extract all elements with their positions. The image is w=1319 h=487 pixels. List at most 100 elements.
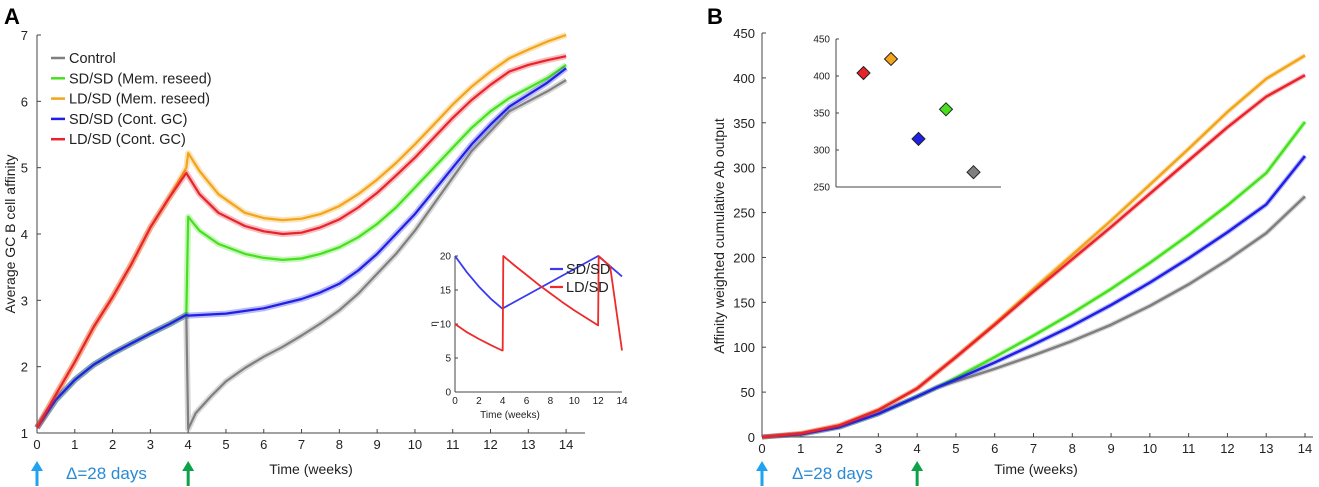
panel-b-y-tick-label: 150: [733, 295, 755, 310]
panel-a-inset-x-tick-label: 4: [500, 396, 506, 407]
inset-marker-sd-sd-mem-reseed: [938, 102, 954, 117]
series-line-ld-sd-cont-gc: [36, 55, 567, 429]
panel-a-x-tick-label: 9: [374, 437, 381, 452]
panel-b-inset-markers: [856, 51, 981, 180]
panel-b-inset-y-tick-label: 350: [813, 109, 830, 120]
panel-a-x-tick-label: 6: [260, 437, 267, 452]
panel-a-inset-x-tick-label: 10: [569, 396, 581, 407]
panel-b-x-tick-label: 4: [914, 441, 921, 456]
panel-a-start-arrow-head: [31, 461, 43, 471]
panel-b-x-tick-label: 7: [1030, 441, 1037, 456]
panel-b-x-tick-label: 11: [1182, 441, 1196, 456]
panel-a-letter: A: [4, 4, 20, 29]
panel-a-x-tick-label: 10: [408, 437, 422, 452]
panel-a-inset-y-tick-label: 20: [440, 252, 452, 263]
legend-label-control: Control: [69, 51, 116, 67]
panel-b-x-tick-label: 8: [1069, 441, 1076, 456]
panel-a-second-arrow-head: [182, 461, 195, 471]
panel-b-x-label: Time (weeks): [994, 461, 1078, 477]
panel-b-chart: 0 1 2 3 4 5 6 7 8 9 10 11 12 13 1405010015020025030035…: [711, 26, 1313, 486]
panel-a-inset: 0 2 4 6 8 10 12 14 0 5 10 15 20 Time (weeks) η SD/SD…: [429, 252, 628, 422]
inset-legend-label-sd-sd: SD/SD: [566, 262, 610, 278]
panel-b-inset-bg: [836, 39, 1001, 187]
panel-b-y-tick-label: 0: [748, 430, 755, 445]
series-line-b-ld-sd-cont-gc: [761, 74, 1306, 439]
inset-line-ld-sd: [454, 255, 623, 352]
panel-a-inset-x-tick-label: 0: [452, 396, 458, 407]
panel-b-x-tick-label: 14: [1298, 441, 1312, 456]
panel-a-y-tick-label: 7: [21, 28, 28, 43]
panel-b-y-tick-label: 450: [733, 26, 755, 41]
panel-a-x-tick-label: 11: [446, 437, 460, 452]
inset-marker-sd-sd-cont-gc: [911, 131, 926, 147]
legend-label-ld-sd-mem-reseed: LD/SD (Mem. reseed): [69, 92, 210, 108]
panel-a-y-tick-label: 3: [21, 293, 28, 308]
panel-a-x-tick-label: 7: [298, 437, 305, 452]
panel-a-series: [34, 32, 568, 432]
panel-b-y-tick-label: 250: [733, 206, 755, 221]
inset-marker-control: [966, 164, 981, 180]
panel-a-y-tick-label: 1: [21, 426, 28, 441]
panel-a-x-tick-label: 8: [336, 437, 343, 452]
panel-a-inset-series: [454, 255, 623, 352]
panel-b-x-tick-label: 13: [1259, 441, 1273, 456]
legend-label-ld-sd-cont-gc: LD/SD (Cont. GC): [69, 132, 186, 148]
panel-b-y-tick-label: 400: [733, 71, 755, 86]
panel-a-x-tick-label: 2: [109, 437, 116, 452]
panel-b-x-tick-label: 6: [991, 441, 998, 456]
panel-b-x-tick-label: 1: [797, 441, 804, 456]
panel-a-x-tick-label: 13: [521, 437, 535, 452]
panel-a-y-label: Average GC B cell affinity: [2, 154, 18, 313]
panel-a-inset-y-tick-label: 10: [440, 320, 452, 331]
inset-marker-ld-sd-cont-gc: [856, 65, 871, 81]
panel-a-inset-bg: [455, 256, 622, 392]
panel-a-inset-x-tick-label: 2: [476, 396, 482, 407]
panel-a-x-tick-label: 0: [33, 437, 40, 452]
panel-b-y-tick-label: 200: [733, 250, 755, 265]
inset-marker-ld-sd-mem-reseed: [883, 51, 899, 67]
panel-a-x-tick-label: 12: [483, 437, 497, 452]
panel-b-axes: 0 1 2 3 4 5 6 7 8 9 10 11 12 13 1405010015020025030035…: [733, 26, 1313, 486]
panel-b-inset-axes: 250 300 350 400 450: [813, 35, 1001, 194]
panel-b-x-tick-label: 9: [1107, 441, 1114, 456]
panel-b-delta-label: Δ=28 days: [792, 464, 873, 483]
series-band-b-sd-sd-cont-gc: [761, 154, 1307, 440]
panel-a-inset-axes: 0 2 4 6 8 10 12 14 0 5 10 15 20: [440, 252, 628, 408]
panel-a-inset-legend: SD/SD LD/SD: [550, 262, 610, 296]
panel-a-inset-x-tick-label: 6: [524, 396, 530, 407]
panel-a-inset-x-tick-label: 8: [548, 396, 554, 407]
panel-b-x-tick-label: 5: [952, 441, 959, 456]
panel-b-y-tick-label: 100: [733, 340, 755, 355]
panel-a-x-tick-label: 14: [559, 437, 573, 452]
panel-a-x-tick-label: 3: [147, 437, 154, 452]
panel-b-x-tick-label: 10: [1143, 441, 1157, 456]
panel-a-inset-x-label: Time (weeks): [480, 410, 540, 421]
panel-b-series: [761, 53, 1307, 440]
panel-b-y-tick-label: 350: [733, 116, 755, 131]
panel-b-inset: 250 300 350 400 450: [813, 35, 1001, 194]
panel-b-x-tick-label: 0: [758, 441, 765, 456]
series-line-b-sd-sd-cont-gc: [761, 155, 1306, 439]
panel-b-second-arrow-head: [911, 461, 924, 471]
panel-a-inset-x-tick-label: 12: [593, 396, 605, 407]
panel-a-inset-x-tick-label: 14: [616, 396, 628, 407]
panel-b-y-tick-label: 300: [733, 161, 755, 176]
panel-a-inset-y-tick-label: 5: [445, 354, 451, 365]
panel-a-x-label: Time (weeks): [269, 461, 353, 477]
panel-a-inset-y-tick-label: 15: [440, 286, 452, 297]
panel-b-inset-y-tick-label: 400: [813, 72, 830, 83]
panel-a-x-tick-label: 5: [222, 437, 229, 452]
panel-a-y-tick-label: 5: [21, 161, 28, 176]
panel-b-inset-y-tick-label: 300: [813, 146, 830, 157]
panel-a-delta-label: Δ=28 days: [66, 464, 147, 483]
panel-b-y-tick-label: 50: [741, 385, 755, 400]
panel-b-inset-y-tick-label: 450: [813, 35, 830, 46]
series-line-sd-sd-cont-gc: [36, 67, 567, 429]
panel-b-x-tick-label: 3: [875, 441, 882, 456]
panel-b-start-arrow-head: [756, 461, 768, 471]
panel-a-legend: Control SD/SD (Mem. reseed) LD/SD (Mem. re…: [51, 51, 212, 148]
panel-a-y-tick-label: 2: [21, 360, 28, 375]
